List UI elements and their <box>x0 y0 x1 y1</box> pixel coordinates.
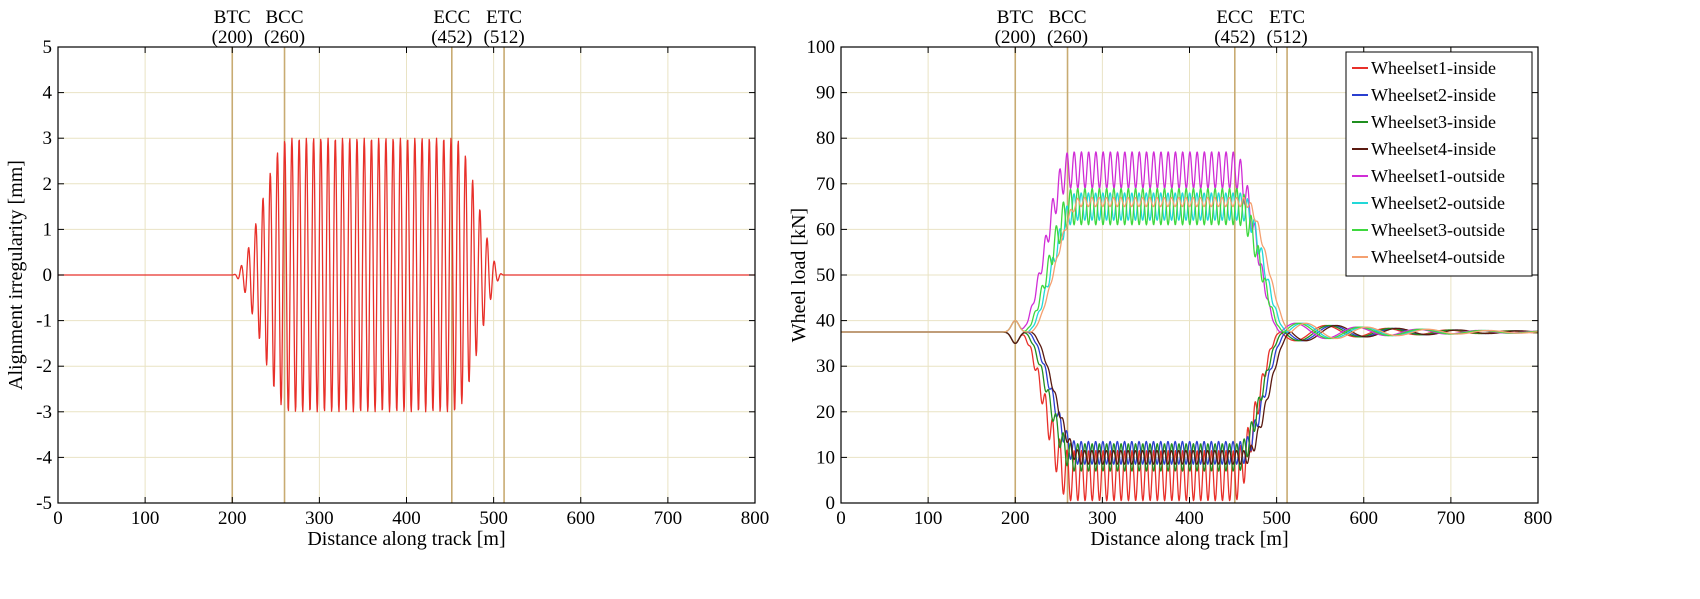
marker-value-ecc: (452) <box>431 27 472 48</box>
x-tick-label: 0 <box>836 508 846 529</box>
x-tick-label: 700 <box>1437 508 1466 529</box>
y-tick-label: -3 <box>36 402 52 423</box>
alignment-irregularity-chart: BTC(200) BCC(260) ECC(452) ETC(512) 0 100 200 3… <box>5 7 769 550</box>
series-group <box>840 151 1539 502</box>
legend-entry: Wheelset4-inside <box>1371 139 1496 159</box>
x-tick-label: 100 <box>914 508 943 529</box>
y-tick-label: 0 <box>826 493 836 514</box>
wheel-load-chart: BTC(200)BCC(260)ECC(452)ETC(512)0 100 200 3… <box>788 7 1552 550</box>
y-axis-label: Alignment irregularity [mm] <box>5 160 27 390</box>
marker-value-ecc: (452) <box>1214 27 1255 48</box>
y-tick-label: 4 <box>43 83 53 104</box>
marker-name-btc: BTC <box>997 7 1034 28</box>
marker-value-btc: (200) <box>212 27 253 48</box>
x-tick-label: 400 <box>1175 508 1204 529</box>
series-group <box>57 137 756 413</box>
marker-value-bcc: (260) <box>264 27 305 48</box>
x-tick-label: 800 <box>1524 508 1553 529</box>
y-tick-label: 1 <box>43 219 53 240</box>
marker-name-ecc: ECC <box>433 7 470 28</box>
y-tick-label: 20 <box>816 402 835 423</box>
y-tick-label: 100 <box>807 37 836 58</box>
legend-entry: Wheelset1-outside <box>1371 166 1505 186</box>
marker-name-btc: BTC <box>214 7 251 28</box>
legend: Wheelset1-inside Wheelset2-inside Wheelset… <box>1345 51 1533 277</box>
marker-name-bcc: BCC <box>1049 7 1087 28</box>
y-tick-label: 0 <box>43 265 53 286</box>
series-line-0 <box>57 137 756 413</box>
y-tick-label: 30 <box>816 356 835 377</box>
y-tick-label: 90 <box>816 83 835 104</box>
marker-value-bcc: (260) <box>1047 27 1088 48</box>
x-tick-label: 700 <box>654 508 683 529</box>
legend-entry: Wheelset2-outside <box>1371 193 1505 213</box>
y-axis-label: Wheel load [kN] <box>788 208 810 342</box>
marker-name-bcc: BCC <box>266 7 304 28</box>
y-tick-label: -4 <box>36 447 52 468</box>
y-tick-label: -5 <box>36 493 52 514</box>
marker-value-etc: (512) <box>1267 27 1308 48</box>
y-tick-label: 2 <box>43 174 53 195</box>
x-tick-label: 600 <box>1350 508 1379 529</box>
x-tick-label: 300 <box>1088 508 1117 529</box>
x-tick-label: 500 <box>479 508 508 529</box>
y-tick-label: 40 <box>816 311 835 332</box>
y-tick-label: 70 <box>816 174 835 195</box>
marker-name-ecc: ECC <box>1216 7 1253 28</box>
x-tick-label: 300 <box>305 508 334 529</box>
y-tick-label: 5 <box>43 37 53 58</box>
x-tick-label: 600 <box>567 508 596 529</box>
y-tick-label: 80 <box>816 128 835 149</box>
x-tick-label: 100 <box>131 508 160 529</box>
x-tick-label: 200 <box>1001 508 1030 529</box>
y-tick-label: -1 <box>36 311 52 332</box>
legend-box <box>1345 51 1533 277</box>
axis-ticks: 0 100 200 300 400 500 600 700 800 -5 -4 -3 -2 -1 0 1 2 3 4… <box>36 37 769 529</box>
axis-ticks: 0 100 200 300 400 500 600 700 800 0 10 20 30 40 50 60 70… <box>807 37 1553 529</box>
y-tick-label: 60 <box>816 219 835 240</box>
legend-entry: Wheelset2-inside <box>1371 85 1496 105</box>
marker-name-etc: ETC <box>486 7 522 28</box>
x-tick-label: 800 <box>741 508 770 529</box>
x-axis-label: Distance along track [m] <box>1090 528 1288 550</box>
series-line-wheelset4-outside <box>840 196 1539 340</box>
marker-value-etc: (512) <box>484 27 525 48</box>
legend-entry: Wheelset4-outside <box>1371 247 1505 267</box>
x-axis-label: Distance along track [m] <box>307 528 505 550</box>
x-tick-label: 400 <box>392 508 421 529</box>
legend-entry: Wheelset3-inside <box>1371 112 1496 132</box>
y-tick-label: -2 <box>36 356 52 377</box>
y-tick-label: 3 <box>43 128 53 149</box>
x-tick-label: 500 <box>1262 508 1291 529</box>
legend-entry: Wheelset1-inside <box>1371 58 1496 78</box>
y-tick-label: 10 <box>816 447 835 468</box>
marker-name-etc: ETC <box>1269 7 1305 28</box>
marker-value-btc: (200) <box>995 27 1036 48</box>
legend-entry: Wheelset3-outside <box>1371 220 1505 240</box>
x-tick-label: 200 <box>218 508 247 529</box>
event-markers: BTC(200) BCC(260) ECC(452) ETC(512) <box>995 7 1308 503</box>
x-tick-label: 0 <box>53 508 63 529</box>
y-tick-label: 50 <box>816 265 835 286</box>
